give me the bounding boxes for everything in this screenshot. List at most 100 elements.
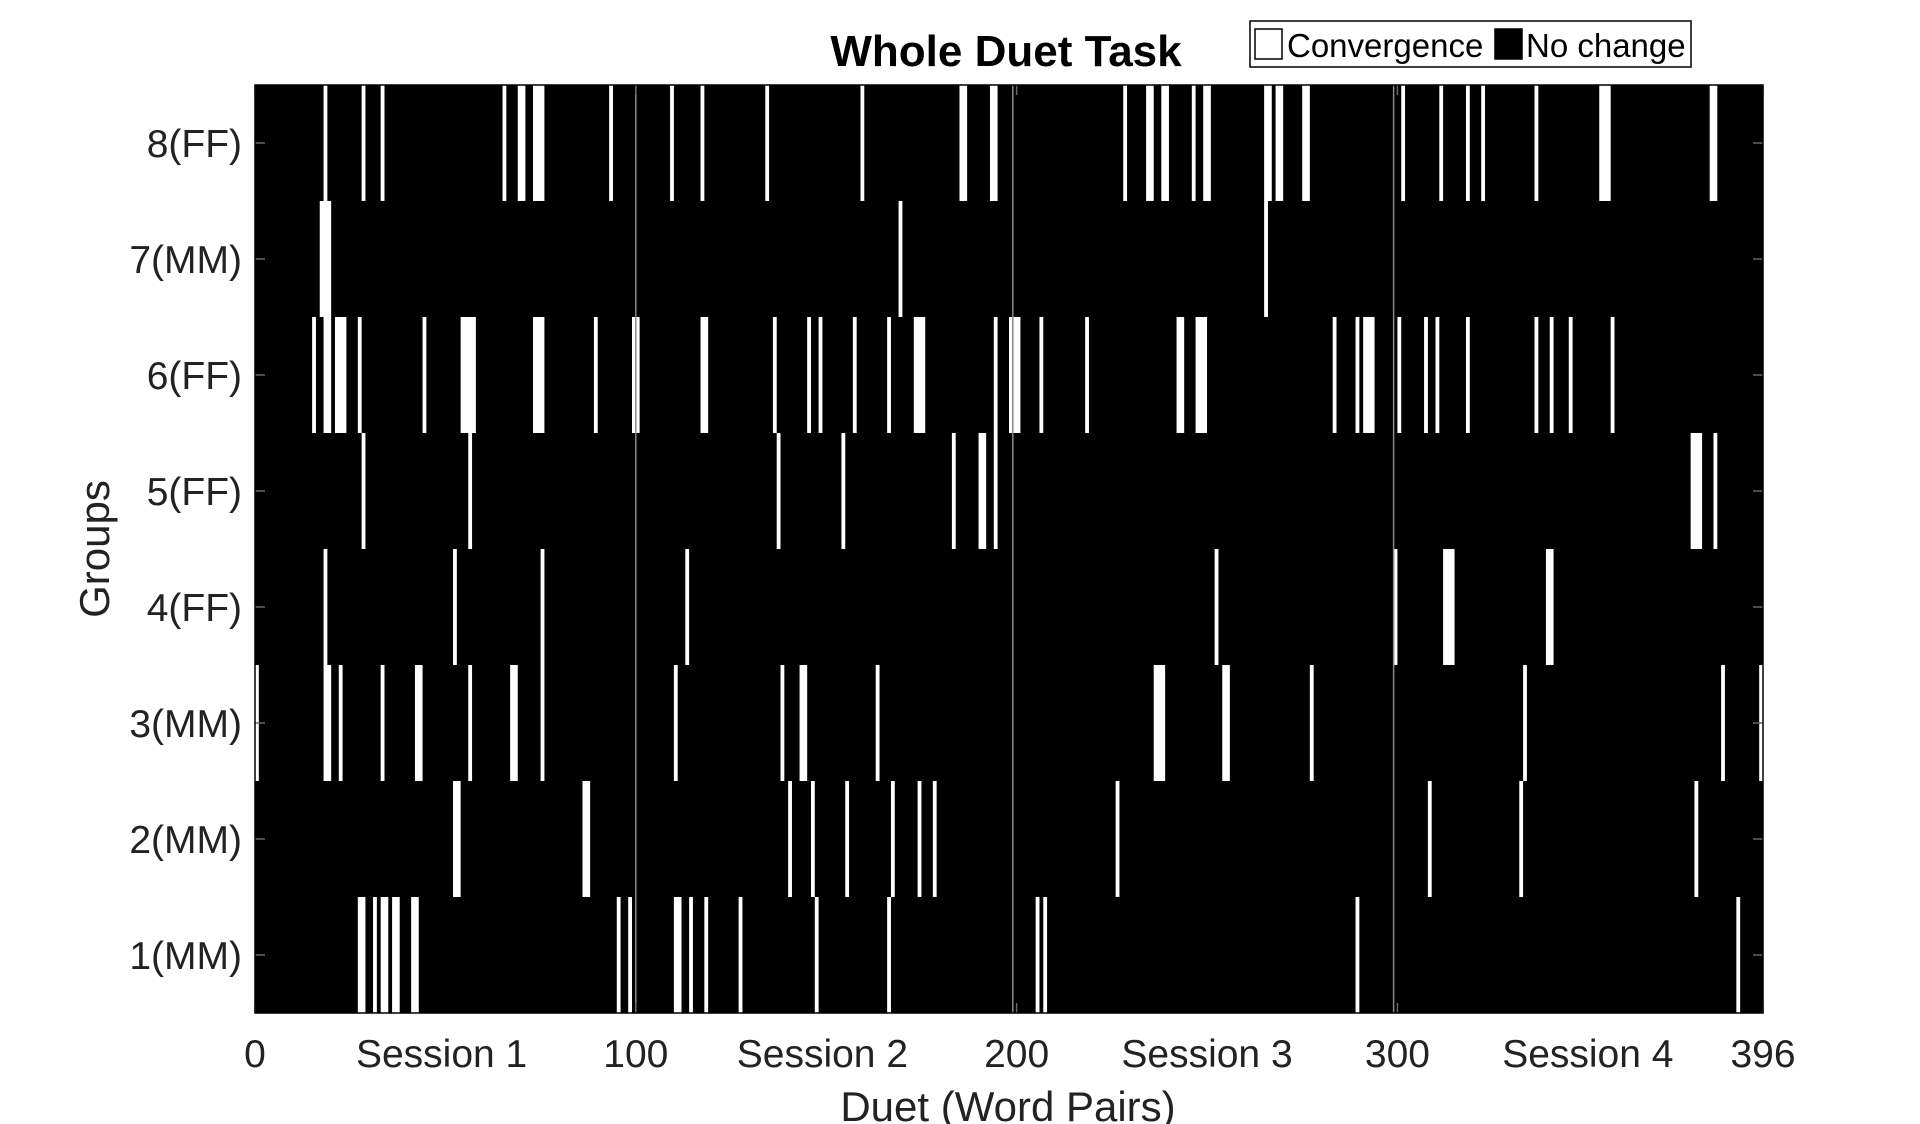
convergence-cell — [1435, 317, 1440, 433]
convergence-cell — [1161, 85, 1169, 201]
convergence-cell — [468, 665, 473, 781]
convergence-cell — [532, 85, 545, 201]
convergence-cell — [1439, 85, 1444, 201]
convergence-cell — [361, 85, 366, 201]
convergence-cell — [913, 317, 926, 433]
session-separators — [635, 85, 1395, 1013]
convergence-cell — [917, 781, 922, 897]
convergence-cell — [510, 665, 518, 781]
convergence-cell — [609, 85, 613, 201]
convergence-cell — [319, 201, 332, 317]
convergence-cell — [1481, 85, 1486, 201]
convergence-cell — [1523, 665, 1527, 781]
x-tick-label: 200 — [984, 1033, 1049, 1076]
convergence-cell — [1599, 85, 1611, 201]
legend-swatch-convergence — [1254, 28, 1283, 60]
convergence-cell — [788, 781, 792, 897]
convergence-cell — [1397, 317, 1402, 433]
convergence-cell — [1363, 317, 1375, 433]
convergence-cell — [1264, 85, 1272, 201]
convergence-cell — [593, 317, 598, 433]
convergence-cell — [1309, 665, 1314, 781]
convergence-cell — [502, 85, 507, 201]
convergence-cell — [898, 201, 903, 317]
convergence-cell — [700, 317, 709, 433]
legend-label-no-change: No change — [1526, 27, 1686, 64]
convergence-cell — [993, 317, 998, 433]
convergence-cell — [673, 665, 678, 781]
convergence-cell — [1393, 549, 1398, 665]
convergence-cell — [323, 549, 328, 665]
convergence-cell — [1275, 85, 1284, 201]
convergence-cell — [959, 85, 968, 201]
convergence-cell — [989, 85, 998, 201]
convergence-cell — [1043, 897, 1048, 1013]
convergence-cell — [453, 781, 461, 897]
convergence-cell — [582, 781, 591, 897]
session-label: Session 3 — [1121, 1033, 1292, 1076]
convergence-cell — [993, 433, 998, 549]
convergence-cell — [1568, 317, 1573, 433]
convergence-cell — [700, 85, 705, 201]
x-tick-label: 396 — [1730, 1033, 1795, 1076]
convergence-cell — [1424, 317, 1428, 433]
convergence-cell — [468, 433, 473, 549]
convergence-cell — [776, 433, 781, 549]
convergence-cell — [1355, 317, 1360, 433]
convergence-cell — [361, 433, 366, 549]
convergence-cell — [338, 665, 343, 781]
convergence-cell — [1401, 85, 1406, 201]
convergence-cell — [810, 781, 815, 897]
convergence-cell — [932, 781, 937, 897]
convergence-cell — [1465, 317, 1470, 433]
x-axis-label: Duet (Word Pairs) — [840, 1083, 1175, 1124]
convergence-cell — [951, 433, 956, 549]
convergence-cell — [1545, 549, 1554, 665]
convergence-cell — [814, 897, 819, 1013]
convergence-cell — [1009, 317, 1021, 433]
convergence-cell — [453, 549, 457, 665]
convergence-cell — [704, 897, 709, 1013]
convergence-cell — [875, 665, 880, 781]
convergence-cell — [845, 781, 850, 897]
convergence-cell — [392, 897, 400, 1013]
convergence-cell — [1035, 897, 1040, 1013]
convergence-cell — [380, 897, 389, 1013]
convergence-cell — [1264, 201, 1268, 317]
convergence-cell — [1115, 781, 1120, 897]
convergence-cell — [380, 85, 385, 201]
convergence-cell — [1039, 317, 1044, 433]
convergence-cell — [1465, 85, 1470, 201]
y-tick-label: 2(MM) — [129, 819, 242, 862]
convergence-cell — [1214, 549, 1219, 665]
convergence-cell — [807, 317, 811, 433]
convergence-cell — [357, 897, 366, 1013]
convergence-cell — [517, 85, 526, 201]
convergence-cell — [673, 897, 682, 1013]
y-tick-label: 4(FF) — [147, 587, 242, 630]
y-tick-label: 7(MM) — [129, 239, 242, 282]
convergence-cell — [1222, 665, 1230, 781]
convergence-cell — [540, 549, 545, 665]
convergence-cell — [860, 85, 865, 201]
convergence-cells — [255, 85, 1763, 1013]
convergence-cell — [1191, 85, 1196, 201]
session-label: Session 2 — [737, 1033, 908, 1076]
x-axis-tick-labels: 0 100 200 300 396 — [244, 1033, 1795, 1076]
convergence-cell — [799, 665, 808, 781]
convergence-cell — [890, 781, 895, 897]
convergence-cell — [1332, 317, 1337, 433]
legend: Convergence No change — [1249, 20, 1692, 68]
convergence-cell — [1721, 665, 1725, 781]
convergence-cell — [357, 317, 362, 433]
convergence-cell — [380, 665, 385, 781]
convergence-cell — [689, 897, 693, 1013]
chart-title: Whole Duet Task — [830, 27, 1182, 76]
session-label: Session 1 — [356, 1033, 527, 1076]
convergence-cell — [1443, 549, 1455, 665]
x-tick-label: 100 — [603, 1033, 668, 1076]
y-axis-tick-labels: 1(MM) 2(MM) 3(MM) 4(FF) 5(FF) 6(FF) 7(MM) 8(FF) — [129, 123, 242, 978]
y-tick-label: 5(FF) — [147, 471, 242, 514]
legend-label-convergence: Convergence — [1287, 27, 1483, 64]
